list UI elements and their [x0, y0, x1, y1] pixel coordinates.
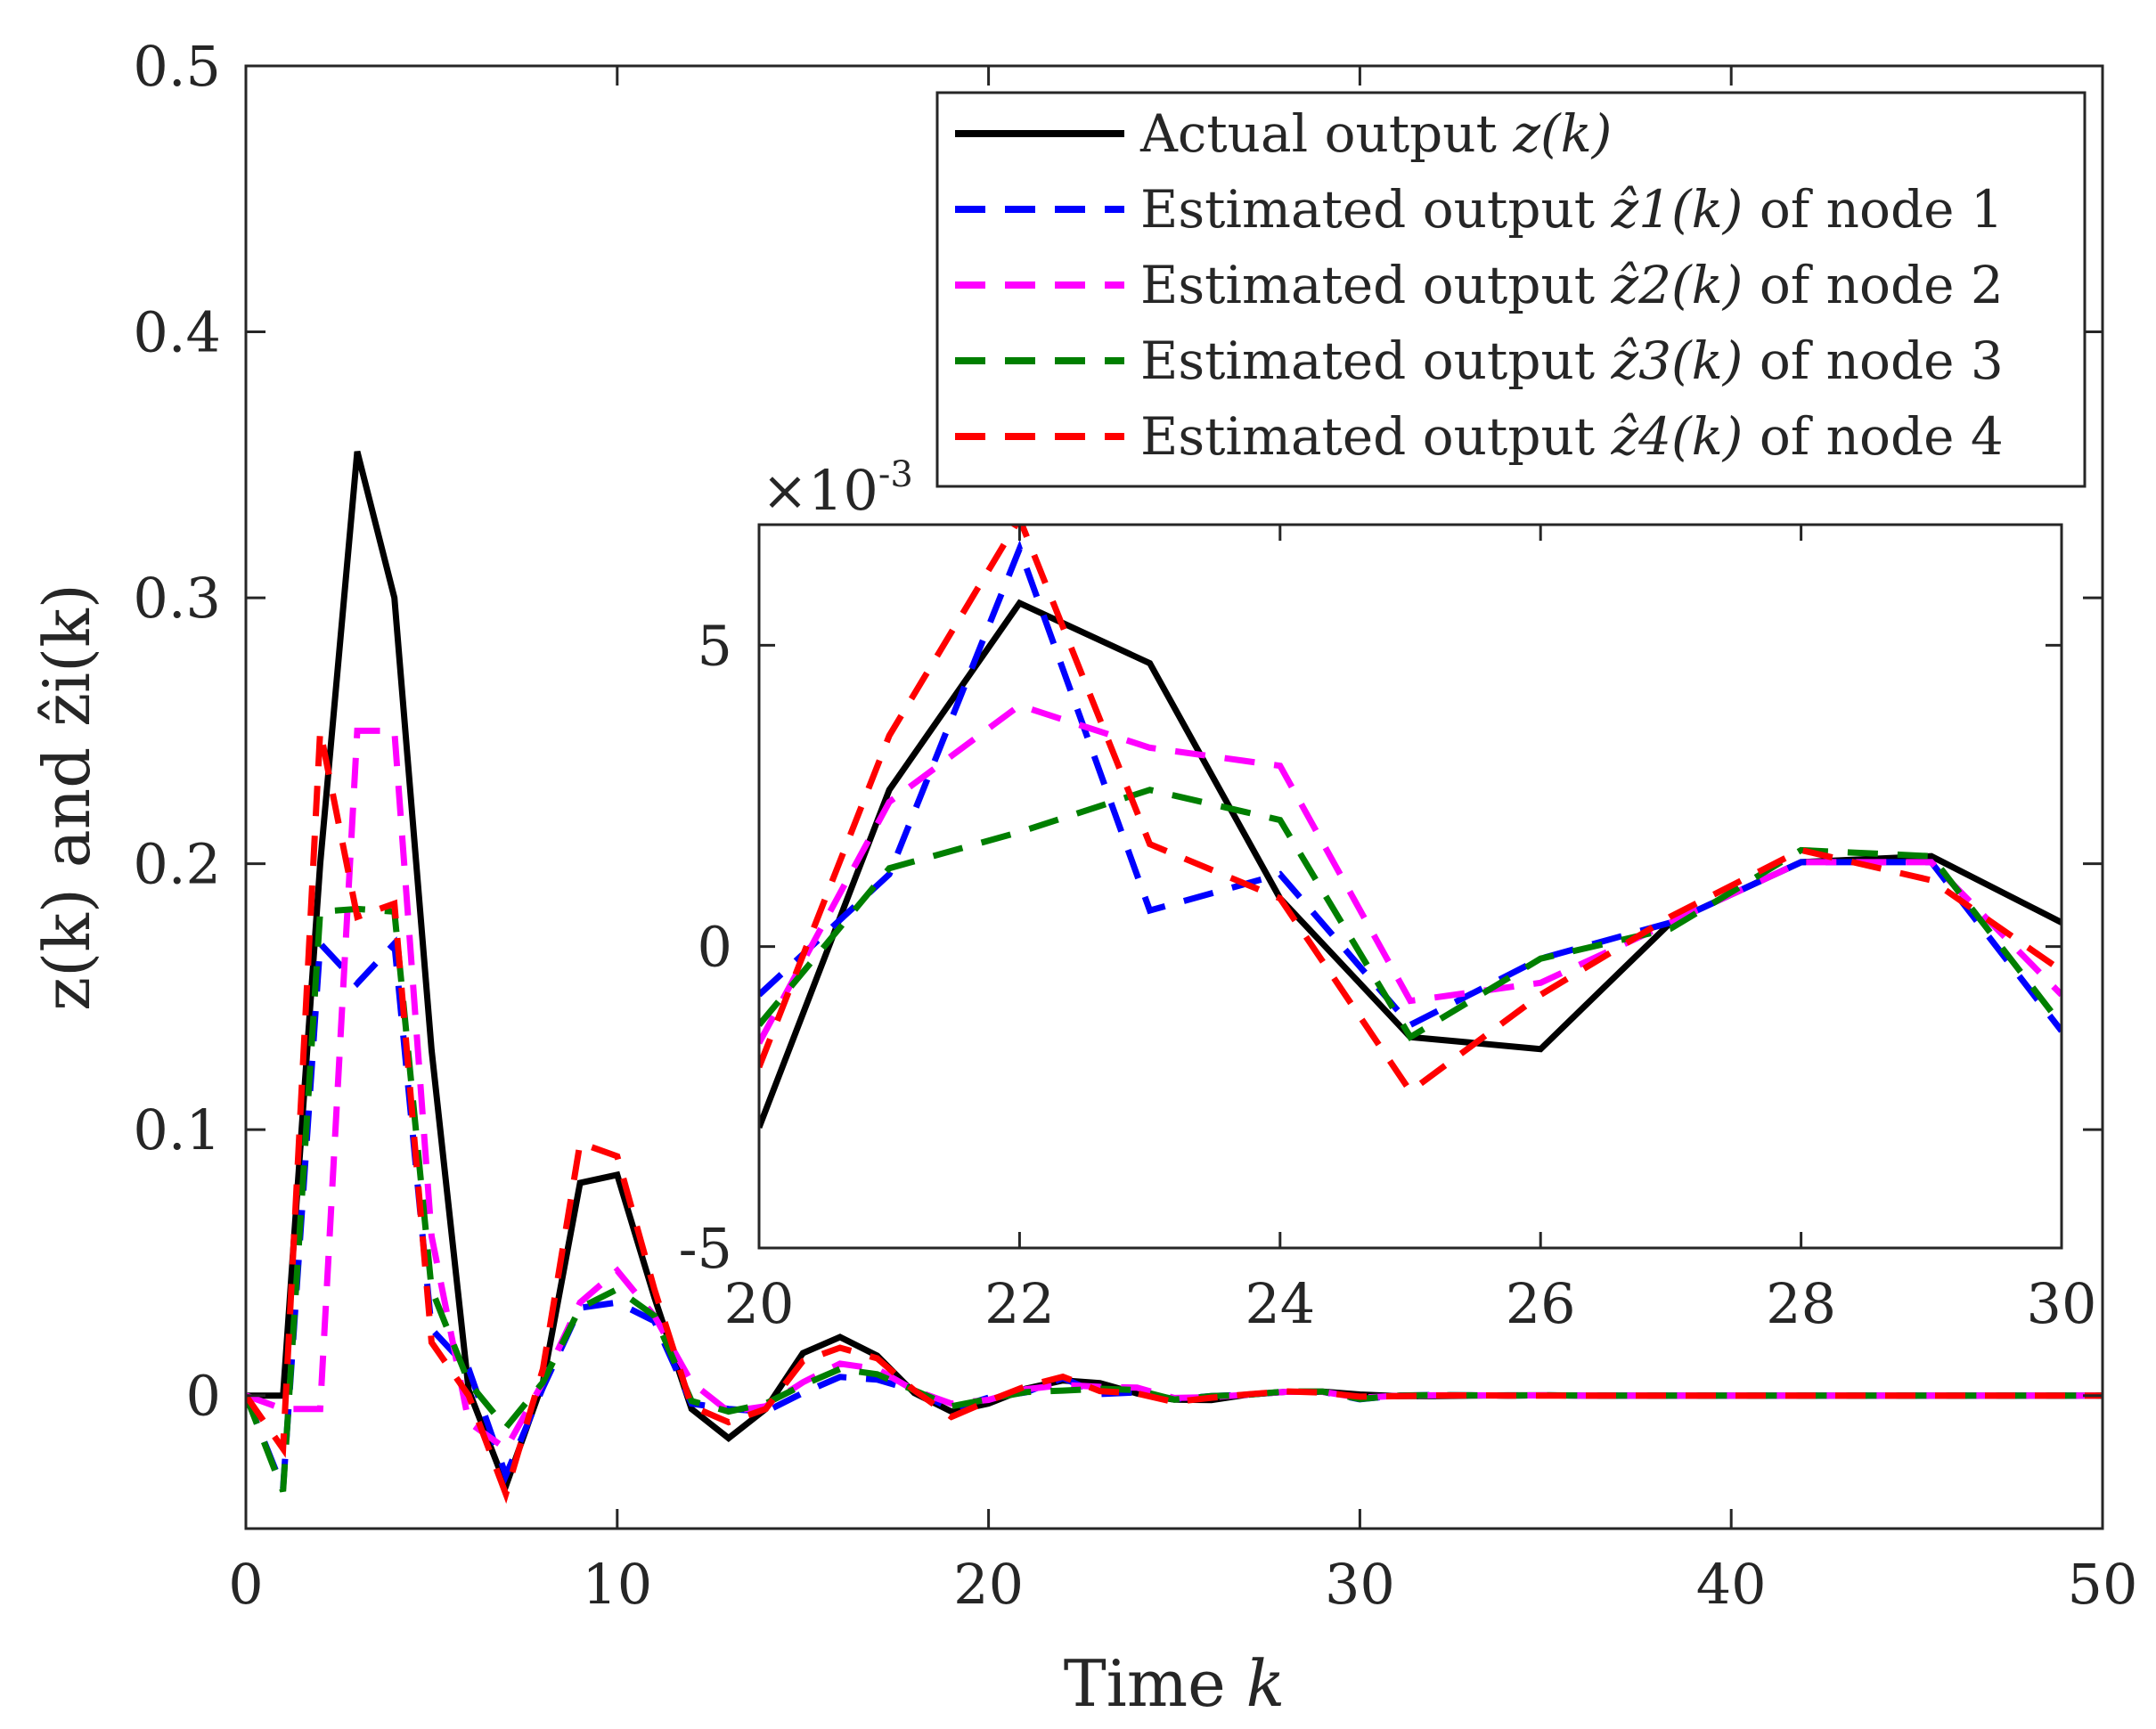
legend-items: Actual output z(k) Estimated output ẑ1(k)… — [955, 103, 2004, 467]
legend-label-4: Estimated output ẑ4(k) of node 4 — [1140, 406, 2004, 467]
inset-y-tick-label: -5 — [679, 1216, 732, 1281]
x-tick-label: 40 — [1696, 1552, 1767, 1617]
legend-label-2: Estimated output ẑ2(k) of node 2 — [1140, 255, 2004, 315]
legend-label-1: Estimated output ẑ1(k) of node 1 — [1140, 179, 2004, 240]
legend-label-3: Estimated output ẑ3(k) of node 3 — [1140, 330, 2004, 391]
inset-series-4 — [759, 525, 2062, 1097]
main-axes-frame — [244, 64, 2104, 1530]
inset-series-group — [759, 525, 2062, 1129]
inset-axes: 20 22 24 26 28 30 -5 0 5 ×10-3 — [679, 454, 2097, 1336]
y-tick-label: 0 — [186, 1364, 221, 1429]
y-axis-label: z(k) and ẑi(k) — [29, 583, 104, 1011]
x-tick-label: 30 — [1325, 1552, 1395, 1617]
y-tick-label: 0.4 — [133, 300, 221, 365]
inset-ticks: 20 22 24 26 28 30 -5 0 5 — [679, 525, 2097, 1336]
y-tick-label: 0.3 — [133, 566, 221, 631]
inset-background — [759, 525, 2062, 1248]
legend-box — [935, 91, 2087, 488]
inset-x-tick-label: 22 — [984, 1271, 1055, 1336]
inset-x-tick-label: 26 — [1506, 1271, 1576, 1336]
inset-exponent-label: ×10-3 — [762, 454, 913, 523]
y-tick-label: 0.2 — [133, 832, 221, 897]
main-series-3 — [246, 905, 2103, 1493]
x-axis-label: Time k — [1064, 1646, 1285, 1721]
inset-series-2 — [759, 702, 2062, 1045]
inset-x-tick-label: 20 — [724, 1271, 795, 1336]
inset-y-tick-label: 5 — [698, 613, 732, 678]
inset-series-1 — [759, 540, 2062, 1033]
inset-x-tick-label: 28 — [1766, 1271, 1836, 1336]
x-tick-label: 20 — [953, 1552, 1024, 1617]
main-series-group — [246, 451, 2103, 1505]
inset-x-tick-label: 30 — [2027, 1271, 2097, 1336]
y-tick-label: 0.5 — [133, 34, 221, 99]
y-tick-label: 0.1 — [133, 1097, 221, 1162]
x-tick-label: 10 — [582, 1552, 652, 1617]
x-tick-label: 0 — [228, 1552, 263, 1617]
main-series-4 — [246, 730, 2103, 1505]
x-tick-label: 50 — [2068, 1552, 2138, 1617]
legend-label-0: Actual output z(k) — [1139, 103, 1612, 164]
inset-series-3 — [759, 787, 2062, 1042]
inset-axes-frame — [757, 523, 2063, 1250]
inset-y-tick-label: 0 — [698, 915, 732, 980]
legend: Actual output z(k) Estimated output ẑ1(k)… — [935, 91, 2087, 488]
inset-x-tick-label: 24 — [1245, 1271, 1315, 1336]
